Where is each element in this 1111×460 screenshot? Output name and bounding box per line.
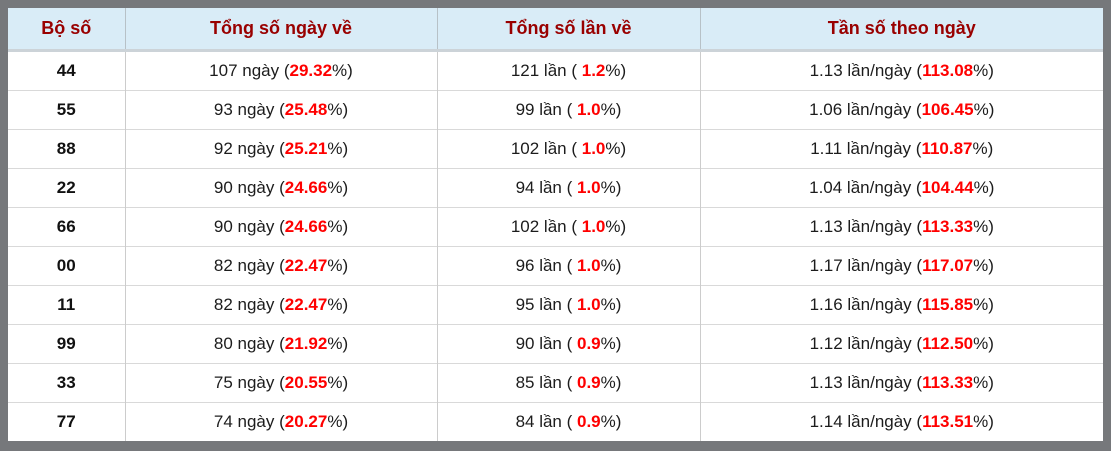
cell-total-times: 95 lần ( 1.0%) bbox=[436, 285, 700, 325]
cell-pair: 44 bbox=[56, 61, 76, 80]
cell-total-days: 107 ngày (29.32%) bbox=[124, 50, 437, 91]
days-percent-highlight: 25.21 bbox=[284, 139, 328, 158]
times-percent-highlight: 0.9 bbox=[577, 412, 601, 431]
cell-frequency: 1.13 lần/ngày (113.08%) bbox=[699, 50, 1103, 91]
cell-pair: 33 bbox=[8, 363, 125, 403]
times-percent-highlight: 0.9 bbox=[577, 334, 601, 353]
cell-frequency: 1.13 lần/ngày (113.33%) bbox=[699, 207, 1103, 247]
times-percent-highlight: 1.0 bbox=[581, 139, 606, 158]
cell-pair: 55 bbox=[8, 90, 125, 130]
cell-total-times: 102 lần ( 1.0%) bbox=[436, 207, 700, 247]
cell-pair: 88 bbox=[8, 129, 125, 169]
cell-frequency: 1.13 lần/ngày (113.33%) bbox=[699, 363, 1103, 403]
cell-frequency: 1.16 lần/ngày (115.85%) bbox=[699, 285, 1103, 325]
table-row: 66 90 ngày (24.66%) 102 lần ( 1.0%) 1.13… bbox=[8, 207, 1103, 247]
table-body: 44 107 ngày (29.32%) 121 lần ( 1.2%) 1.1… bbox=[8, 50, 1103, 441]
days-percent-highlight: 29.32 bbox=[289, 61, 333, 80]
cell-frequency: 1.04 lần/ngày (104.44%) bbox=[699, 168, 1103, 208]
cell-total-times: 102 lần ( 1.0%) bbox=[436, 129, 700, 169]
times-percent-highlight: 1.2 bbox=[581, 61, 606, 80]
days-percent-highlight: 20.55 bbox=[284, 373, 328, 392]
cell-pair: 66 bbox=[8, 207, 125, 247]
cell-total-days: 90 ngày (24.66%) bbox=[124, 207, 437, 247]
cell-total-days: 93 ngày (25.48%) bbox=[124, 90, 437, 130]
days-percent-highlight: 25.48 bbox=[284, 100, 328, 119]
times-percent-highlight: 0.9 bbox=[577, 373, 601, 392]
cell-total-days: 75 ngày (20.55%) bbox=[124, 363, 437, 403]
table-header: Bộ số Tổng số ngày về Tổng số lần về Tần… bbox=[8, 8, 1103, 52]
cell-total-times: 84 lần ( 0.9%) bbox=[436, 402, 700, 441]
cell-total-days: 92 ngày (25.21%) bbox=[124, 129, 437, 169]
col-header-pair: Bộ số bbox=[8, 8, 125, 52]
cell-pair: 11 bbox=[8, 285, 125, 325]
freq-percent-highlight: 115.85 bbox=[922, 295, 974, 314]
freq-percent-highlight: 117.07 bbox=[922, 256, 974, 275]
cell-total-times: 121 lần ( 1.2%) bbox=[436, 50, 700, 91]
times-percent-highlight: 1.0 bbox=[577, 256, 601, 275]
cell-pair: 77 bbox=[8, 402, 125, 441]
freq-percent-highlight: 113.33 bbox=[922, 217, 974, 236]
cell-total-times: 99 lần ( 1.0%) bbox=[436, 90, 700, 130]
cell-total-days: 74 ngày (20.27%) bbox=[124, 402, 437, 441]
times-percent-highlight: 1.0 bbox=[577, 100, 601, 119]
table-row: 77 74 ngày (20.27%) 84 lần ( 0.9%) 1.14 … bbox=[8, 402, 1103, 441]
cell-total-times: 85 lần ( 0.9%) bbox=[436, 363, 700, 403]
days-percent-highlight: 22.47 bbox=[284, 256, 328, 275]
col-header-frequency: Tần số theo ngày bbox=[699, 8, 1103, 52]
freq-percent-highlight: 112.50 bbox=[922, 334, 974, 353]
cell-frequency: 1.06 lần/ngày (106.45%) bbox=[699, 90, 1103, 130]
table-row: 33 75 ngày (20.55%) 85 lần ( 0.9%) 1.13 … bbox=[8, 363, 1103, 403]
cell-total-days: 90 ngày (24.66%) bbox=[124, 168, 437, 208]
cell-frequency: 1.17 lần/ngày (117.07%) bbox=[699, 246, 1103, 286]
table-row: 22 90 ngày (24.66%) 94 lần ( 1.0%) 1.04 … bbox=[8, 168, 1103, 208]
cell-frequency: 1.14 lần/ngày (113.51%) bbox=[699, 402, 1103, 441]
freq-percent-highlight: 113.08 bbox=[922, 61, 974, 80]
cell-pair: 99 bbox=[8, 324, 125, 364]
cell-total-times: 94 lần ( 1.0%) bbox=[436, 168, 700, 208]
table-row: 99 80 ngày (21.92%) 90 lần ( 0.9%) 1.12 … bbox=[8, 324, 1103, 364]
freq-percent-highlight: 113.33 bbox=[922, 373, 974, 392]
days-percent-highlight: 21.92 bbox=[284, 334, 328, 353]
cell-pair: 00 bbox=[8, 246, 125, 286]
cell-pair: 22 bbox=[8, 168, 125, 208]
table-row: 88 92 ngày (25.21%) 102 lần ( 1.0%) 1.11… bbox=[8, 129, 1103, 169]
cell-frequency: 1.12 lần/ngày (112.50%) bbox=[699, 324, 1103, 364]
freq-percent-highlight: 113.51 bbox=[922, 412, 974, 431]
cell-total-times: 96 lần ( 1.0%) bbox=[436, 246, 700, 286]
cell-total-days: 82 ngày (22.47%) bbox=[124, 285, 437, 325]
days-percent-highlight: 24.66 bbox=[284, 178, 328, 197]
times-percent-highlight: 1.0 bbox=[577, 295, 601, 314]
table-row: 00 82 ngày (22.47%) 96 lần ( 1.0%) 1.17 … bbox=[8, 246, 1103, 286]
table-row: 11 82 ngày (22.47%) 95 lần ( 1.0%) 1.16 … bbox=[8, 285, 1103, 325]
freq-percent-highlight: 106.45 bbox=[921, 100, 974, 119]
cell-frequency: 1.11 lần/ngày (110.87%) bbox=[699, 129, 1103, 169]
freq-percent-highlight: 110.87 bbox=[921, 139, 973, 158]
freq-percent-highlight: 104.44 bbox=[921, 178, 974, 197]
times-percent-highlight: 1.0 bbox=[577, 178, 601, 197]
days-percent-highlight: 22.47 bbox=[284, 295, 328, 314]
times-percent-highlight: 1.0 bbox=[581, 217, 606, 236]
col-header-total-days: Tổng số ngày về bbox=[124, 8, 437, 52]
table-row: 44 107 ngày (29.32%) 121 lần ( 1.2%) 1.1… bbox=[8, 50, 1103, 91]
cell-total-days: 82 ngày (22.47%) bbox=[124, 246, 437, 286]
col-header-total-times: Tổng số lần về bbox=[436, 8, 700, 52]
days-percent-highlight: 20.27 bbox=[284, 412, 328, 431]
days-percent-highlight: 24.66 bbox=[284, 217, 328, 236]
cell-total-times: 90 lần ( 0.9%) bbox=[436, 324, 700, 364]
pair-stats-table: Bộ số Tổng số ngày về Tổng số lần về Tần… bbox=[8, 8, 1103, 441]
table-row: 55 93 ngày (25.48%) 99 lần ( 1.0%) 1.06 … bbox=[8, 90, 1103, 130]
cell-total-days: 80 ngày (21.92%) bbox=[124, 324, 437, 364]
